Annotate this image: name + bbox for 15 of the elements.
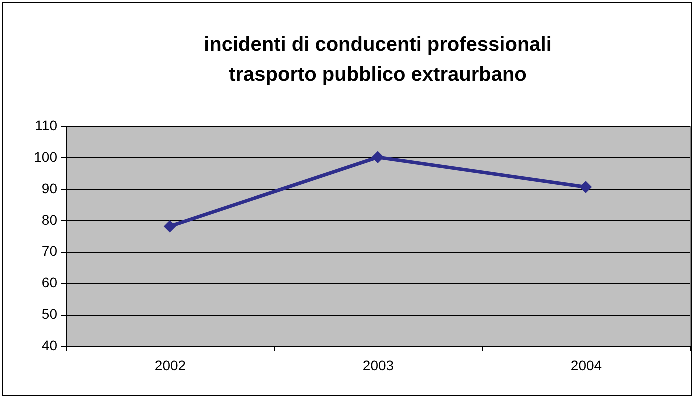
y-tick-label: 70: [42, 243, 58, 260]
y-tick-label: 90: [42, 180, 58, 196]
x-tick-label: 2002: [154, 358, 186, 374]
x-tick-label: 2004: [570, 358, 602, 374]
y-tick-label: 110: [35, 118, 58, 134]
y-tick-label: 100: [34, 148, 58, 165]
y-tick-label: 80: [42, 212, 58, 228]
point: [164, 220, 176, 233]
point: [580, 181, 592, 194]
point: [372, 151, 384, 164]
x-tick-label: 2003: [362, 358, 394, 374]
y-tick-label: 40: [42, 338, 58, 354]
y-tick-label: 50: [42, 306, 58, 322]
chart-title: incidenti di conducenti professionali trasporto pubblico extraurbano: [204, 34, 552, 86]
y-tick-label: 60: [42, 274, 58, 291]
